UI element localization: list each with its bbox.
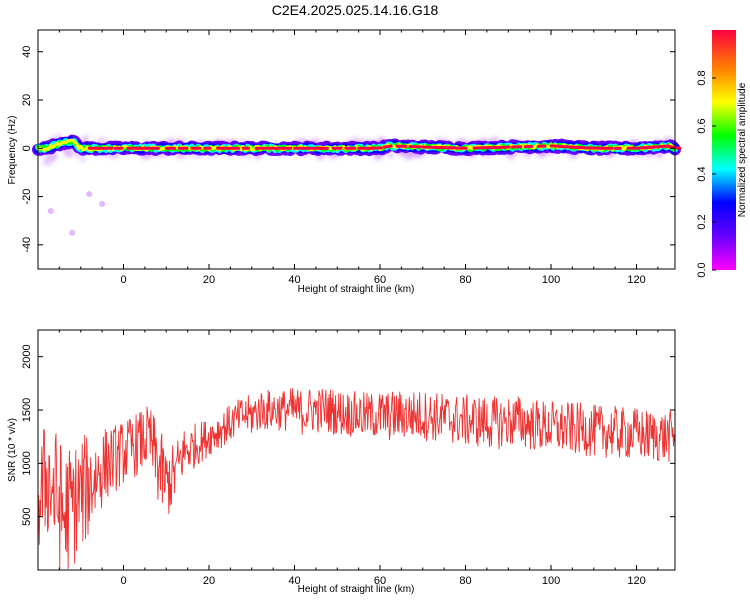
0-y-tick-label: -20 [21,189,33,205]
1-x-tick-label: 60 [374,575,386,587]
colorbar: 0.0 0.2 0.4 0.6 0.8 Normalized spectral ampl… [696,30,748,278]
snr-frame [37,329,676,571]
spectrogram-outlier-point [69,229,76,236]
snr-y-ticks: 500 1000 1500 2000 [21,344,675,526]
0-x-tick-label: 20 [203,274,215,286]
colorbar-tick-label: 0.4 [696,166,708,181]
spectrogram-frame [37,29,676,270]
spectrogram-haze-point [79,155,86,162]
colorbar-tick-label: 0.2 [696,214,708,229]
spectrogram-ridge-core [562,145,579,149]
colorbar-ticks: 0.0 0.2 0.4 0.6 0.8 [696,70,716,278]
1-x-tick-label: 40 [288,575,300,587]
0-x-tick-label: 100 [542,274,560,286]
1-x-tick-label: 100 [542,575,560,587]
spectrogram-ridge-core [664,144,682,150]
snr-y-label: SNR (10 * v/v) [7,418,18,482]
snr-x-label: Height of straight line (km) [298,584,415,595]
0-x-tick-label: 60 [374,274,386,286]
0-y-tick-label: 40 [21,46,33,58]
0-x-tick-label: 120 [627,274,645,286]
1-y-tick-label: 2000 [21,344,33,368]
spectrogram-ridge-core [382,144,393,149]
colorbar-tick-label: 0.0 [696,262,708,277]
spectrogram-x-ticks: 0 20 40 60 80 100 120 [37,30,659,286]
1-y-tick-label: 1000 [21,451,33,475]
snr-x-ticks: 0 20 40 60 80 100 120 [37,330,659,587]
spectrogram-outlier-point [47,208,54,215]
1-y-tick-label: 500 [21,507,33,525]
snr-content [37,387,676,569]
spectrogram-content [32,134,682,236]
spectrogram-ridge-core [549,144,566,149]
snr-series-line [37,387,676,569]
colorbar-tick-label: 0.8 [696,70,708,85]
0-x-tick-label: 0 [120,274,126,286]
0-x-tick-label: 40 [288,274,300,286]
spectrogram-x-label: Height of straight line (km) [298,284,415,295]
1-x-tick-label: 0 [120,575,126,587]
spectrogram-haze-point [83,134,89,140]
spectrogram-y-ticks: -40 -20 0 20 40 [21,46,675,253]
colorbar-label: Normalized spectral amplitude [737,82,748,217]
0-y-tick-label: -40 [21,237,33,253]
spectrogram-panel: 0 20 40 60 80 100 120 -40 -20 0 20 40 Height of st… [7,29,682,295]
0-y-tick-label: 0 [21,145,33,151]
spectrogram-y-label: Frequency (Hz) [7,116,18,185]
0-x-tick-label: 80 [459,274,471,286]
snr-panel: 0 20 40 60 80 100 120 500 1000 1500 2000 Height o… [7,329,676,595]
colorbar-tick-label: 0.6 [696,118,708,133]
spectrogram-outlier-point [99,200,106,207]
0-y-tick-label: 20 [21,94,33,106]
1-x-tick-label: 120 [627,575,645,587]
1-y-tick-label: 1500 [21,398,33,422]
1-x-tick-label: 80 [459,575,471,587]
spectrogram-haze-point [43,156,53,167]
spectrogram-haze-point [387,152,394,159]
spectrogram-haze-point [656,151,663,159]
page-title: C2E4.2025.025.14.16.G18 [272,2,439,18]
spectrogram-haze-point [64,148,74,158]
spectrogram-outlier-point [86,191,93,198]
1-x-tick-label: 20 [203,575,215,587]
colorbar-gradient [712,30,736,270]
